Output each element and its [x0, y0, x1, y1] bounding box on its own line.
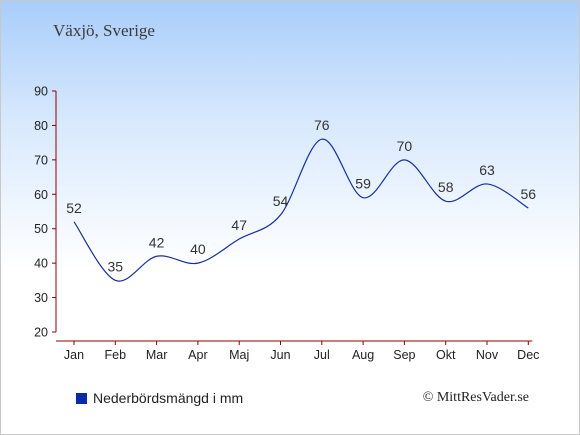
x-tick-label: Aug: [352, 348, 374, 362]
data-label: 42: [149, 234, 165, 250]
data-label: 59: [355, 176, 371, 192]
x-tick-label: Nov: [476, 348, 499, 362]
data-label: 58: [438, 179, 454, 195]
data-label: 35: [108, 258, 124, 274]
data-label: 63: [479, 162, 495, 178]
x-tick-label: Dec: [517, 348, 539, 362]
legend-swatch: [76, 392, 87, 404]
legend-label: Nederbördsmängd i mm: [93, 390, 244, 406]
x-tick-label: Jul: [314, 348, 330, 362]
chart-title: Växjö, Sverige: [53, 21, 155, 40]
data-label: 54: [273, 193, 289, 209]
y-tick-label: 30: [34, 291, 48, 305]
data-label: 40: [190, 241, 206, 257]
x-tick-label: Jun: [270, 348, 290, 362]
y-tick-label: 50: [34, 222, 48, 236]
x-tick-label: Feb: [105, 348, 127, 362]
y-tick-label: 40: [34, 257, 48, 271]
x-tick-label: Jan: [64, 348, 84, 362]
y-tick-label: 20: [34, 326, 48, 340]
y-tick-label: 80: [34, 119, 48, 133]
legend: Nederbördsmängd i mm: [76, 390, 243, 406]
y-tick-label: 60: [34, 188, 48, 202]
data-label: 56: [521, 186, 537, 202]
x-tick-label: Maj: [229, 348, 249, 362]
series-line: [73, 138, 529, 282]
data-label: 70: [397, 138, 413, 154]
x-tick-label: Mar: [146, 348, 168, 362]
copyright-text: © MittResVader.se: [422, 390, 529, 405]
x-tick-label: Sep: [393, 348, 415, 362]
data-label: 47: [231, 217, 247, 233]
data-label: 52: [66, 200, 82, 216]
data-label: 76: [314, 117, 330, 133]
y-tick-label: 70: [34, 153, 48, 167]
x-tick-label: Okt: [436, 348, 456, 362]
y-tick-label: 90: [34, 85, 48, 99]
x-tick-label: Apr: [188, 348, 207, 362]
